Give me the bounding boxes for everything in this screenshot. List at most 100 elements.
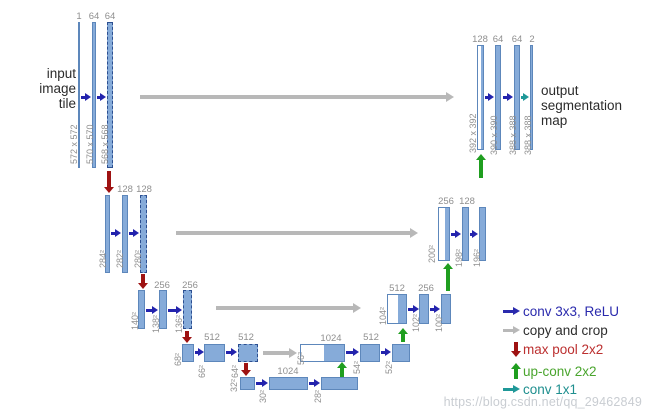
copy-crop-arrow: [176, 228, 418, 238]
watermark: https://blog.csdn.net/qq_29462849: [443, 395, 642, 409]
dimension-label: 572 x 572: [69, 124, 79, 164]
copied-feature-map-part: [478, 46, 481, 149]
input-label-line: tile: [58, 96, 76, 111]
feature-map-bar: [462, 207, 469, 261]
legend-item-label: conv 3x3, ReLU: [523, 304, 620, 319]
dimension-label: 388 x 388: [523, 115, 533, 155]
dimension-label: 32²: [229, 378, 239, 392]
dimension-label: 104²: [378, 306, 388, 325]
dimension-label: 198²: [454, 248, 464, 267]
feature-map-bar: [419, 294, 429, 324]
dimension-label: 392 x 392: [468, 113, 478, 153]
channel-count-label: 128: [117, 184, 133, 195]
conv3x3-arrow: [470, 230, 478, 238]
channel-count-label: 1024: [320, 333, 342, 344]
feature-map-bar: [479, 207, 486, 261]
feature-map-bar: [514, 45, 520, 150]
conv1x1-arrow-icon: [503, 385, 520, 393]
feature-map-bar: [159, 290, 167, 329]
input-label-line: image: [39, 81, 76, 96]
conv3x3-arrow: [195, 348, 204, 356]
dimension-label: 390 x 390: [489, 115, 499, 155]
channel-count-label: 64: [492, 34, 504, 45]
legend-item-label: conv 1x1: [523, 382, 578, 397]
channel-count-label: 512: [363, 332, 379, 343]
maxpool-arrow: [182, 331, 192, 343]
dimension-label: 282²: [115, 249, 125, 268]
feature-map-bar: [204, 344, 225, 362]
dimension-label: 30²: [258, 389, 268, 403]
dimension-label: 54²: [352, 360, 362, 374]
cropped-feature-map-bar: [140, 195, 147, 273]
output-segmentation-map-label: output segmentation map: [541, 83, 622, 128]
conv3x3-arrow: [451, 230, 461, 238]
conv3x3-arrow: [129, 229, 139, 237]
conv3x3-arrow: [381, 348, 391, 356]
copy-crop-arrow: [140, 92, 454, 102]
copy-crop-arrow-icon: [503, 326, 520, 334]
feature-map-bar: [138, 290, 145, 329]
legend-item-label: max pool 2x2: [523, 342, 604, 357]
feature-map-bar: [269, 377, 308, 390]
input-image-tile-label: input image tile: [20, 66, 76, 111]
channel-count-label: 64: [104, 11, 116, 22]
channel-count-label: 128: [472, 34, 488, 45]
channel-count-label: 512: [389, 283, 405, 294]
channel-count-label: 512: [204, 332, 220, 343]
conv3x3-arrow: [408, 305, 419, 313]
channel-count-label: 256: [182, 280, 198, 291]
channel-count-label: 256: [418, 283, 434, 294]
channel-count-label: 1024: [277, 366, 299, 377]
dimension-label: 570 x 570: [85, 124, 95, 164]
cropped-feature-map-bar: [238, 344, 258, 362]
channel-count-label: 128: [136, 184, 152, 195]
channel-count-label: 512: [238, 332, 254, 343]
conv3x3-arrow: [226, 348, 237, 356]
conv1x1-arrow: [521, 93, 529, 101]
channel-count-label: 128: [459, 196, 475, 207]
legend-item-label: copy and crop: [523, 323, 608, 338]
concat-feature-map-bar: [387, 294, 407, 324]
feature-map-bar: [530, 45, 533, 150]
maxpool-arrow: [241, 363, 251, 376]
channel-count-label: 1: [76, 11, 82, 22]
copied-feature-map-part: [301, 345, 324, 361]
dimension-label: 68²: [173, 352, 183, 366]
conv3x3-arrow-icon: [503, 307, 520, 315]
output-label-line: segmentation: [541, 98, 623, 113]
dimension-label: 52²: [384, 360, 394, 374]
concat-feature-map-bar: [438, 207, 450, 261]
dimension-label: 196²: [472, 248, 482, 267]
feature-map-bar: [360, 344, 380, 362]
conv3x3-arrow: [485, 93, 494, 101]
copy-crop-arrow: [216, 303, 361, 313]
copied-feature-map-part: [439, 208, 445, 260]
conv3x3-arrow: [146, 306, 158, 314]
conv3x3-arrow: [430, 305, 440, 313]
channel-count-label: 64: [511, 34, 523, 45]
output-label-line: output: [541, 83, 579, 98]
dimension-label: 66²: [197, 364, 207, 378]
feature-map-bar: [392, 344, 410, 362]
concat-feature-map-bar: [477, 45, 484, 150]
maxpool-arrow-icon: [511, 342, 521, 357]
cropped-feature-map-bar: [183, 290, 192, 329]
channel-count-label: 256: [438, 196, 454, 207]
dimension-label: 102²: [411, 313, 421, 332]
feature-map-bar: [321, 377, 358, 390]
output-label-line: map: [541, 113, 568, 128]
feature-map-bar: [105, 195, 110, 273]
conv3x3-arrow: [309, 379, 320, 387]
feature-map-bar: [122, 195, 128, 273]
channel-count-label: 64: [88, 11, 100, 22]
feature-map-bar: [441, 294, 451, 324]
upconv-arrow: [337, 362, 347, 377]
dimension-label: 56²: [296, 351, 306, 365]
maxpool-arrow: [104, 171, 114, 193]
conv3x3-arrow: [111, 229, 121, 237]
channel-count-label: 2: [529, 34, 535, 45]
dimension-label: 100²: [434, 313, 444, 332]
copy-crop-arrow: [263, 348, 297, 358]
upconv-arrow: [398, 328, 408, 342]
